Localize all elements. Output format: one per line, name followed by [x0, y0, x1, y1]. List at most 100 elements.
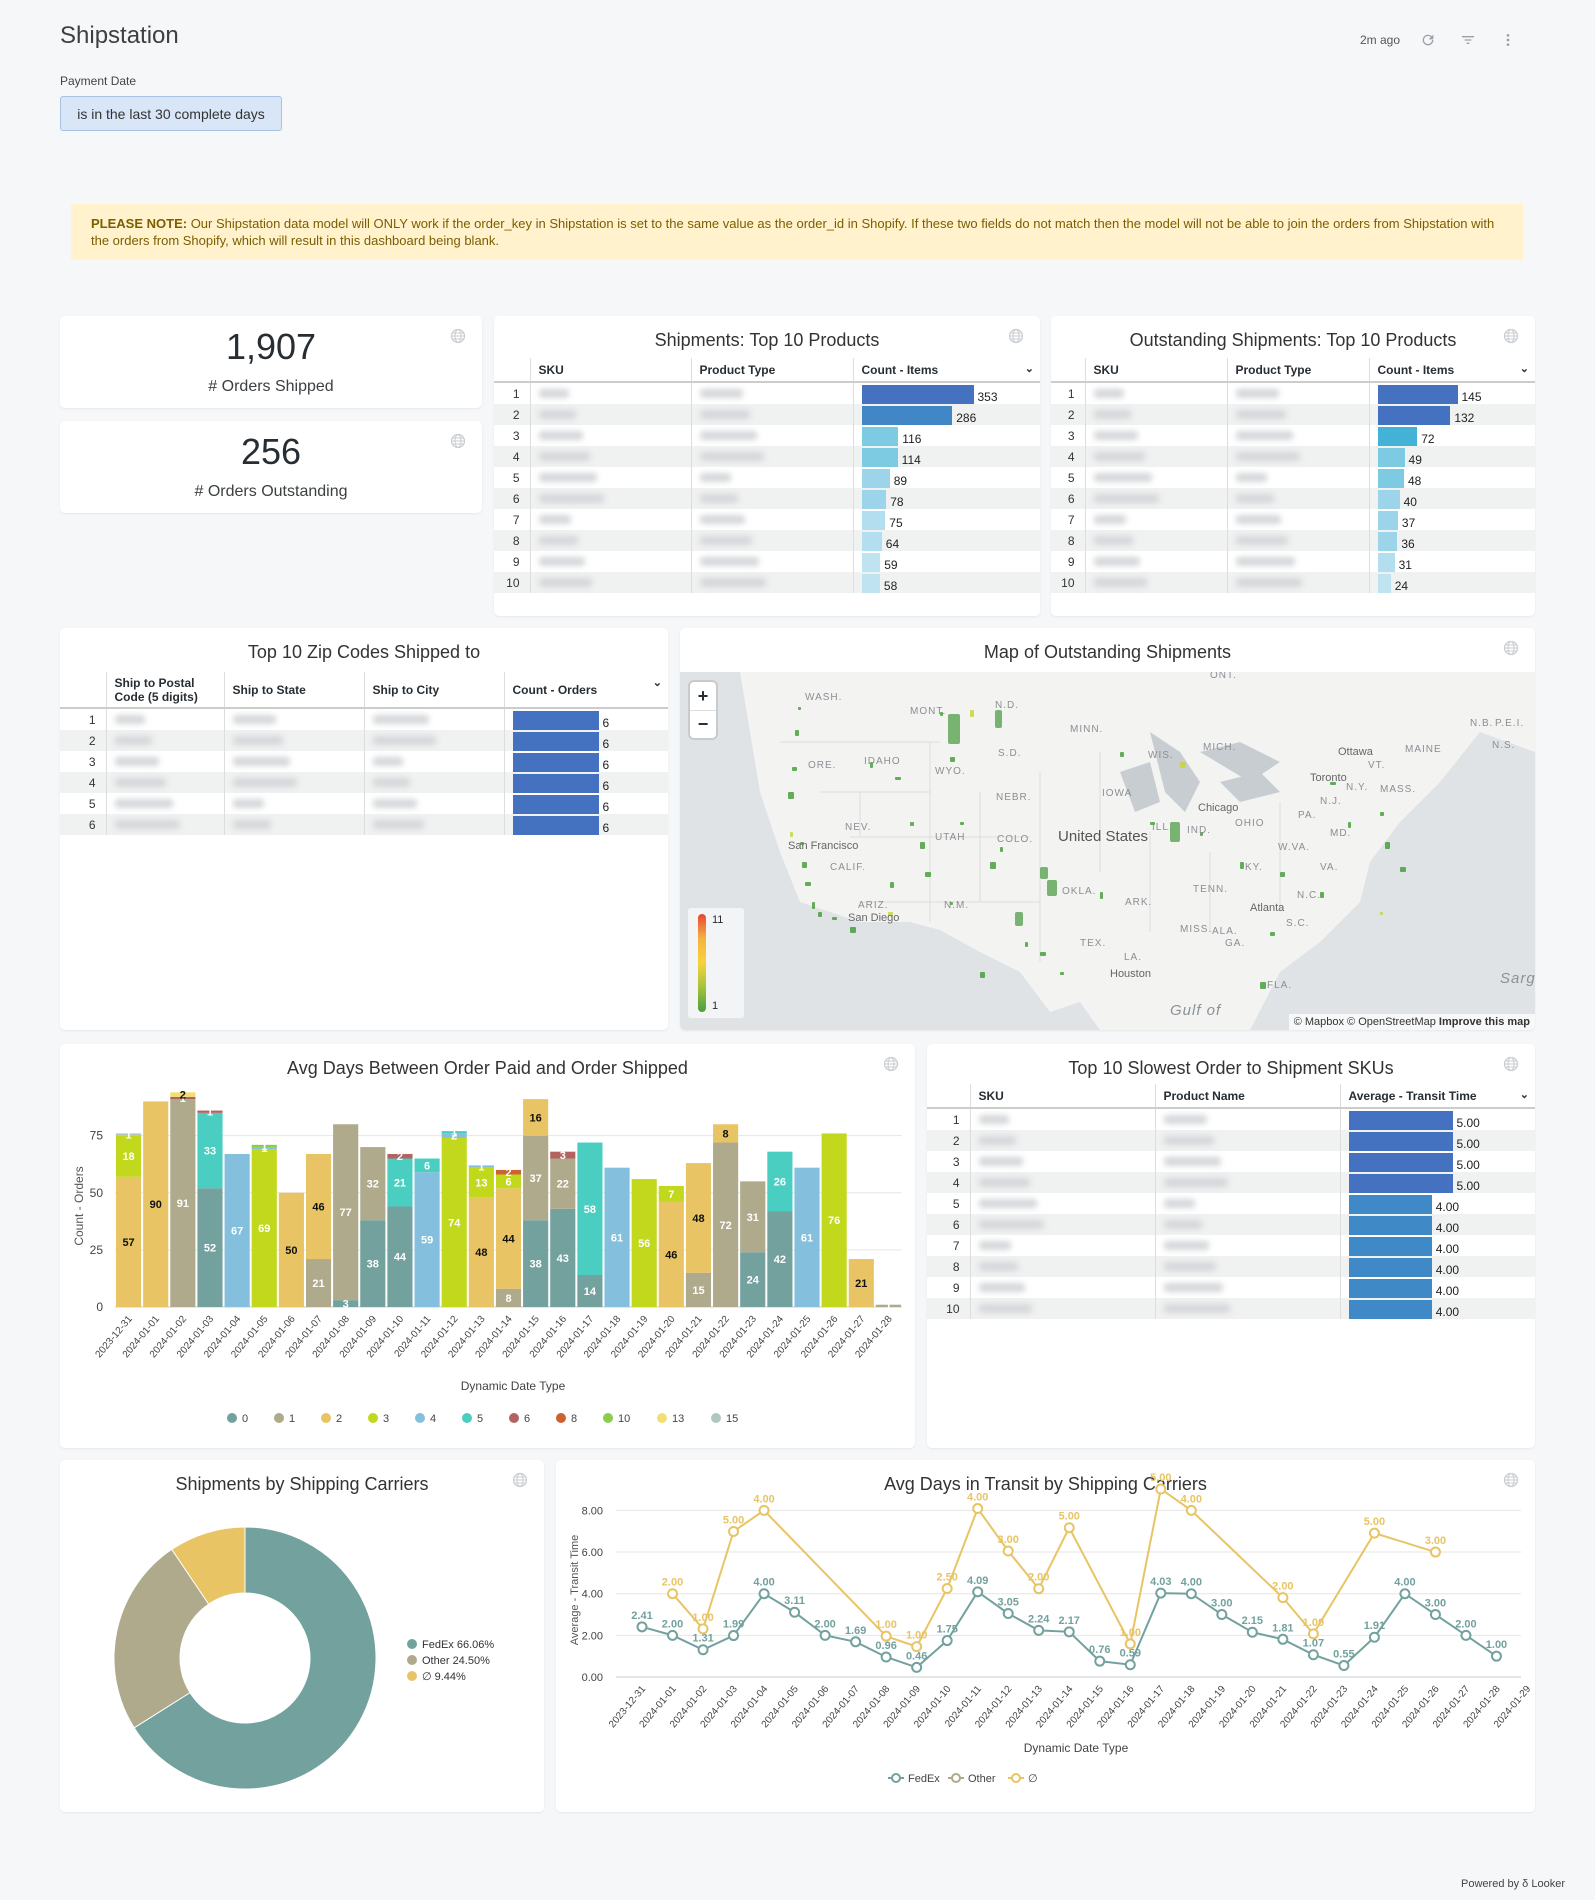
column-header[interactable]: Ship to State — [223, 672, 364, 709]
table-row[interactable]: 3 5.00 — [927, 1151, 1535, 1172]
sort-chevron-icon[interactable]: ⌄ — [1024, 363, 1034, 375]
map-canvas[interactable]: WASH. MONT. N.D. MINN. ORE. IDAHO WYO. S… — [680, 672, 1535, 1030]
column-header[interactable]: Product Name — [1154, 1084, 1340, 1109]
table-row[interactable]: 2 5.00 — [927, 1130, 1535, 1151]
attribution-text[interactable]: © Mapbox © OpenStreetMap — [1293, 1016, 1436, 1028]
table-row[interactable]: 4 114 — [494, 446, 1040, 467]
globe-icon[interactable] — [450, 328, 466, 344]
shipment-marker[interactable] — [890, 882, 894, 888]
shipment-marker[interactable] — [925, 872, 931, 877]
table-row[interactable]: 1 5.00 — [927, 1108, 1535, 1130]
shipment-marker[interactable] — [1180, 762, 1186, 768]
column-header[interactable]: Product Type — [690, 358, 853, 383]
column-header[interactable]: Average - Transit Time ⌄ — [1339, 1084, 1535, 1109]
shipment-region[interactable] — [948, 714, 960, 744]
column-header[interactable]: Ship to Postal Code (5 digits) — [105, 672, 224, 709]
globe-icon[interactable] — [1503, 640, 1519, 656]
shipment-marker[interactable] — [812, 902, 815, 909]
shipment-marker[interactable] — [790, 832, 793, 837]
shipment-marker[interactable] — [970, 710, 974, 717]
column-header[interactable]: Ship to City — [363, 672, 504, 709]
shipment-marker[interactable] — [1348, 822, 1351, 828]
shipment-region[interactable] — [1015, 912, 1023, 926]
powered-by-looker[interactable]: Powered by δ Looker — [1461, 1878, 1565, 1890]
shipment-marker[interactable] — [1150, 822, 1155, 825]
shipment-marker[interactable] — [832, 917, 837, 920]
refresh-icon[interactable] — [1416, 28, 1440, 52]
table-row[interactable]: 10 24 — [1051, 572, 1535, 593]
shipment-marker[interactable] — [1385, 842, 1390, 849]
shipment-marker[interactable] — [1280, 872, 1285, 877]
table-row[interactable]: 8 36 — [1051, 530, 1535, 551]
shipment-marker[interactable] — [950, 757, 955, 762]
table-row[interactable]: 8 64 — [494, 530, 1040, 551]
table-row[interactable]: 6 78 — [494, 488, 1040, 509]
shipment-marker[interactable] — [800, 842, 804, 845]
shipment-region[interactable] — [1170, 822, 1180, 842]
table-row[interactable]: 9 31 — [1051, 551, 1535, 572]
zoom-in-button[interactable]: + — [697, 685, 709, 706]
globe-icon[interactable] — [1503, 1472, 1519, 1488]
table-row[interactable]: 3 116 — [494, 425, 1040, 446]
column-header[interactable]: SKU — [1084, 358, 1227, 383]
shipment-marker[interactable] — [1240, 862, 1244, 869]
globe-icon[interactable] — [1503, 1056, 1519, 1072]
shipment-marker[interactable] — [1260, 982, 1266, 989]
shipment-region[interactable] — [1047, 880, 1057, 896]
table-row[interactable]: 7 37 — [1051, 509, 1535, 530]
table-row[interactable]: 2 286 — [494, 404, 1040, 425]
table-row[interactable]: 5 48 — [1051, 467, 1535, 488]
shipment-marker[interactable] — [1270, 932, 1275, 936]
globe-icon[interactable] — [450, 433, 466, 449]
improve-map-link[interactable]: Improve this map — [1438, 1016, 1530, 1028]
shipment-marker[interactable] — [940, 712, 943, 716]
shipment-marker[interactable] — [798, 707, 801, 710]
shipment-marker[interactable] — [792, 767, 797, 771]
shipment-marker[interactable] — [1120, 752, 1124, 757]
table-row[interactable]: 10 58 — [494, 572, 1040, 593]
column-header[interactable]: Count - Items ⌄ — [1368, 358, 1535, 383]
globe-icon[interactable] — [1008, 328, 1024, 344]
shipment-marker[interactable] — [818, 912, 822, 917]
payment-date-filter[interactable]: is in the last 30 complete days — [60, 96, 282, 131]
shipment-marker[interactable] — [788, 792, 794, 799]
shipment-marker[interactable] — [980, 972, 985, 978]
column-header[interactable]: SKU — [969, 1084, 1155, 1109]
shipment-marker[interactable] — [1320, 892, 1324, 898]
table-row[interactable]: 4 49 — [1051, 446, 1535, 467]
table-row[interactable]: 8 4.00 — [927, 1256, 1535, 1277]
zoom-out-button[interactable]: − — [690, 710, 716, 738]
table-row[interactable]: 6 4.00 — [927, 1214, 1535, 1235]
shipment-marker[interactable] — [1380, 912, 1383, 915]
shipment-marker[interactable] — [1380, 812, 1384, 816]
shipment-marker[interactable] — [805, 882, 811, 886]
table-row[interactable]: 10 4.00 — [927, 1298, 1535, 1319]
shipment-marker[interactable] — [802, 862, 807, 868]
sort-chevron-icon[interactable]: ⌄ — [1519, 1089, 1529, 1101]
shipment-marker[interactable] — [920, 842, 925, 849]
globe-icon[interactable] — [883, 1056, 899, 1072]
table-row[interactable]: 3 72 — [1051, 425, 1535, 446]
table-row[interactable]: 4 5.00 — [927, 1172, 1535, 1193]
shipment-marker[interactable] — [990, 862, 996, 869]
shipment-region[interactable] — [995, 710, 1002, 728]
shipment-marker[interactable] — [888, 912, 893, 916]
shipment-marker[interactable] — [1330, 782, 1336, 785]
column-header[interactable]: SKU — [529, 358, 691, 383]
column-header[interactable]: Count - Orders ⌄ — [503, 672, 668, 709]
table-row[interactable]: 2 132 — [1051, 404, 1535, 425]
shipment-marker[interactable] — [870, 762, 873, 768]
shipment-marker[interactable] — [895, 777, 901, 780]
shipment-marker[interactable] — [1200, 832, 1203, 836]
table-row[interactable]: 9 4.00 — [927, 1277, 1535, 1298]
shipment-marker[interactable] — [1040, 952, 1046, 956]
table-row[interactable]: 1 353 — [494, 382, 1040, 404]
shipment-marker[interactable] — [1025, 942, 1028, 947]
shipment-marker[interactable] — [1100, 892, 1103, 899]
table-row[interactable]: 6 40 — [1051, 488, 1535, 509]
